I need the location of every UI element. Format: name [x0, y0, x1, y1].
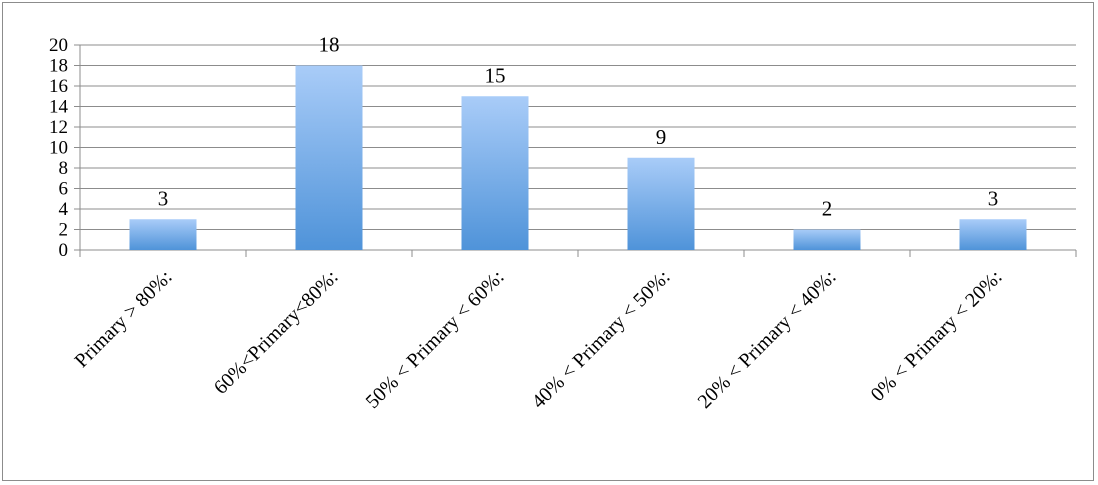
x-category-label: Primary > 80%: [71, 266, 177, 372]
bar [295, 65, 363, 250]
bar [793, 229, 861, 250]
x-category-label: 60%<Primary<80%: [210, 266, 343, 399]
data-label: 2 [822, 197, 833, 221]
y-tick-label: 6 [59, 179, 69, 200]
x-category-label: 40% < Primary < 50%: [528, 266, 675, 413]
y-tick-label: 10 [49, 138, 68, 159]
bars [129, 65, 1027, 250]
x-category-label: 0% < Primary < 20%: [867, 266, 1007, 406]
x-category-label: 50% < Primary < 60%: [362, 266, 509, 413]
y-tick-label: 8 [59, 158, 69, 179]
data-label: 9 [656, 125, 667, 149]
bar [627, 157, 695, 250]
axes [74, 44, 1077, 257]
bar [461, 96, 529, 250]
data-label: 15 [485, 63, 506, 87]
y-tick-label: 4 [59, 199, 69, 220]
gridlines [80, 44, 1076, 230]
y-tick-label: 20 [49, 35, 68, 56]
data-label: 3 [988, 186, 999, 210]
bar [129, 219, 197, 250]
x-category-label: 20% < Primary < 40%: [694, 266, 841, 413]
y-tick-label: 12 [49, 117, 68, 138]
bar [959, 219, 1027, 250]
y-tick-label: 18 [49, 56, 68, 77]
y-tick-label: 2 [59, 220, 69, 241]
y-tick-label: 0 [59, 240, 69, 261]
y-tick-label: 16 [49, 76, 68, 97]
y-tick-label: 14 [49, 97, 69, 118]
data-label: 3 [158, 186, 169, 210]
data-label: 18 [319, 33, 340, 57]
